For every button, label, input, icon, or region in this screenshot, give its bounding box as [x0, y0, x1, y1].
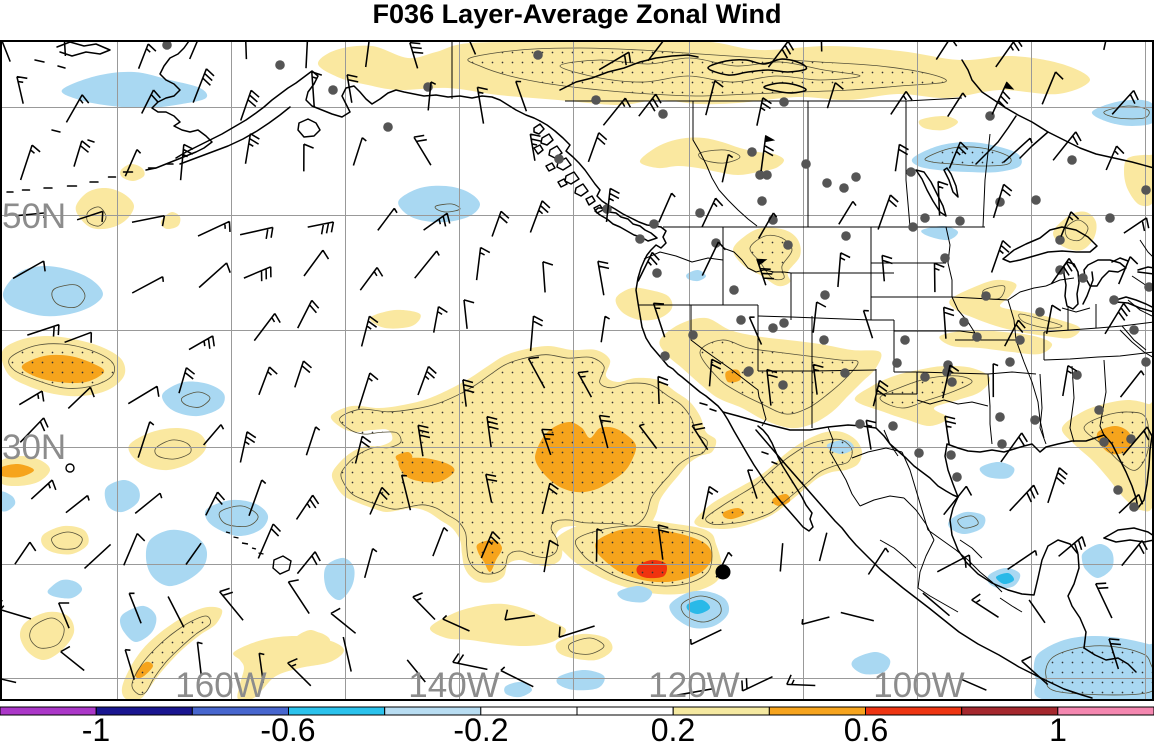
svg-text:0.2: 0.2 — [651, 712, 695, 743]
svg-text:1: 1 — [1049, 712, 1067, 743]
svg-text:120W: 120W — [648, 666, 739, 705]
svg-text:160W: 160W — [175, 666, 266, 705]
svg-text:0.6: 0.6 — [844, 712, 888, 743]
svg-text:50N: 50N — [2, 197, 66, 236]
svg-text:-0.6: -0.6 — [260, 712, 315, 743]
svg-text:100W: 100W — [873, 666, 964, 705]
svg-text:F036 Layer-Average Zonal Wind: F036 Layer-Average Zonal Wind — [373, 0, 782, 29]
svg-text:-0.2: -0.2 — [453, 712, 508, 743]
svg-text:140W: 140W — [408, 666, 499, 705]
svg-text:-1: -1 — [82, 712, 110, 743]
svg-text:30N: 30N — [2, 428, 66, 467]
